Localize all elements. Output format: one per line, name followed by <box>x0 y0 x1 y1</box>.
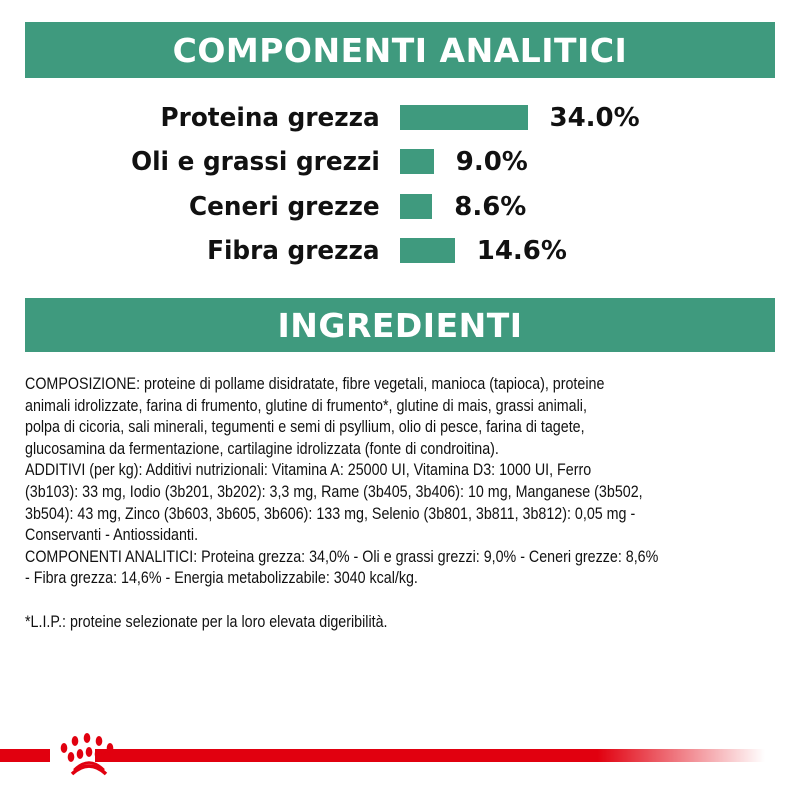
analytics-row: Oli e grassi grezzi 9.0% <box>0 142 800 182</box>
ingredients-line: Conservanti - Antiossidanti. <box>25 525 199 545</box>
ingredients-line: COMPOSIZIONE: proteine di pollame disidr… <box>25 374 605 393</box>
analytics-bar <box>400 105 528 130</box>
ingredients-line <box>25 589 697 611</box>
analytics-value: 14.6% <box>476 236 567 266</box>
analytics-bar <box>400 238 455 263</box>
ingredients-line: 3b504): 43 mg, Zinco (3b603, 3b605, 3b60… <box>25 503 636 523</box>
ingredients-line: glucosamina da fermentazione, cartilagin… <box>25 438 499 458</box>
brand-line-left <box>0 749 50 762</box>
analytics-value: 34.0% <box>549 103 640 133</box>
ingredients-line: ADDITIVI (per kg): Additivi nutrizionali… <box>25 460 592 480</box>
analytics-bar <box>400 194 433 219</box>
analytics-label: Ceneri grezze <box>189 192 380 222</box>
analytics-value: 9.0% <box>455 147 528 177</box>
ingredients-line: animali idrolizzate, farina di frumento,… <box>25 395 587 415</box>
analytics-label: Oli e grassi grezzi <box>131 147 380 177</box>
ingredients-line: - Fibra grezza: 14,6% - Energia metaboli… <box>25 568 418 588</box>
ingredients-line: polpa di cicoria, sali minerali, tegumen… <box>25 417 585 437</box>
crown-logo-icon <box>60 733 114 776</box>
analytics-header: COMPONENTI ANALITICI <box>25 22 775 78</box>
ingredients-line: *L.I.P.: proteine selezionate per la lor… <box>25 611 388 631</box>
ingredients-line: COMPONENTI ANALITICI: Proteina grezza: 3… <box>25 546 659 566</box>
ingredients-text: COMPOSIZIONE: proteine di pollame disidr… <box>25 373 800 632</box>
analytics-row: Fibra grezza 14.6% <box>0 231 800 271</box>
analytics-label: Fibra grezza <box>207 236 380 266</box>
analytics-value: 8.6% <box>454 192 527 222</box>
analytics-bar <box>400 149 434 174</box>
analytics-row: Proteina grezza 34.0% <box>0 98 800 138</box>
analytics-label: Proteina grezza <box>160 103 380 133</box>
ingredients-header: INGREDIENTI <box>25 298 775 352</box>
ingredients-line: (3b103): 33 mg, Iodio (3b201, 3b202): 3,… <box>25 481 643 501</box>
analytics-row: Ceneri grezze 8.6% <box>0 187 800 227</box>
brand-line-right <box>95 749 765 762</box>
